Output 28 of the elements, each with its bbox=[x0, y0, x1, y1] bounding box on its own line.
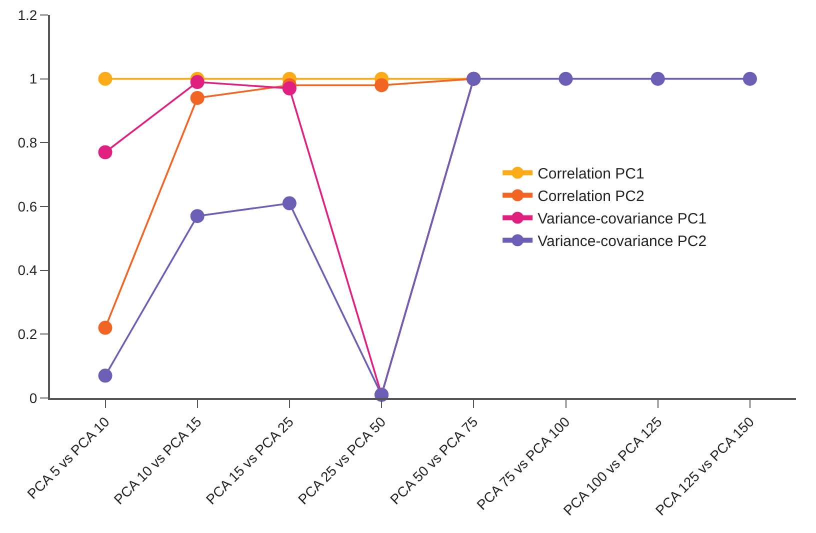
y-tick-label: 0.8 bbox=[18, 134, 38, 151]
x-tick-label: PCA 25 vs PCA 50 bbox=[294, 413, 389, 508]
legend-label: Variance-covariance PC1 bbox=[538, 210, 707, 228]
point bbox=[374, 78, 389, 92]
legend-label: Variance-covariance PC2 bbox=[538, 233, 707, 250]
y-tick-label: 1 bbox=[29, 70, 38, 87]
point bbox=[650, 72, 665, 86]
y-tick-label: 0 bbox=[29, 390, 38, 406]
x-tick-label: PCA 15 vs PCA 25 bbox=[202, 413, 297, 508]
point bbox=[558, 72, 573, 86]
y-tick-label: 0.4 bbox=[18, 262, 38, 278]
y-tick-label: 0.6 bbox=[18, 198, 38, 214]
y-tick-label: 1.2 bbox=[18, 6, 38, 23]
point bbox=[190, 209, 204, 224]
point bbox=[98, 320, 112, 335]
point bbox=[98, 368, 112, 383]
point bbox=[282, 196, 296, 210]
point bbox=[190, 75, 204, 90]
point bbox=[98, 145, 112, 160]
legend-label: Correlation PC2 bbox=[538, 188, 644, 206]
point bbox=[282, 81, 296, 96]
x-tick-label: PCA 10 vs PCA 15 bbox=[110, 413, 205, 508]
point bbox=[190, 90, 204, 105]
legend-label: Correlation PC1 bbox=[538, 166, 644, 183]
x-tick-label: PCA 5 vs PCA 10 bbox=[24, 413, 112, 502]
point bbox=[98, 72, 112, 86]
point bbox=[742, 72, 757, 86]
y-tick-label: 0.2 bbox=[18, 326, 38, 342]
